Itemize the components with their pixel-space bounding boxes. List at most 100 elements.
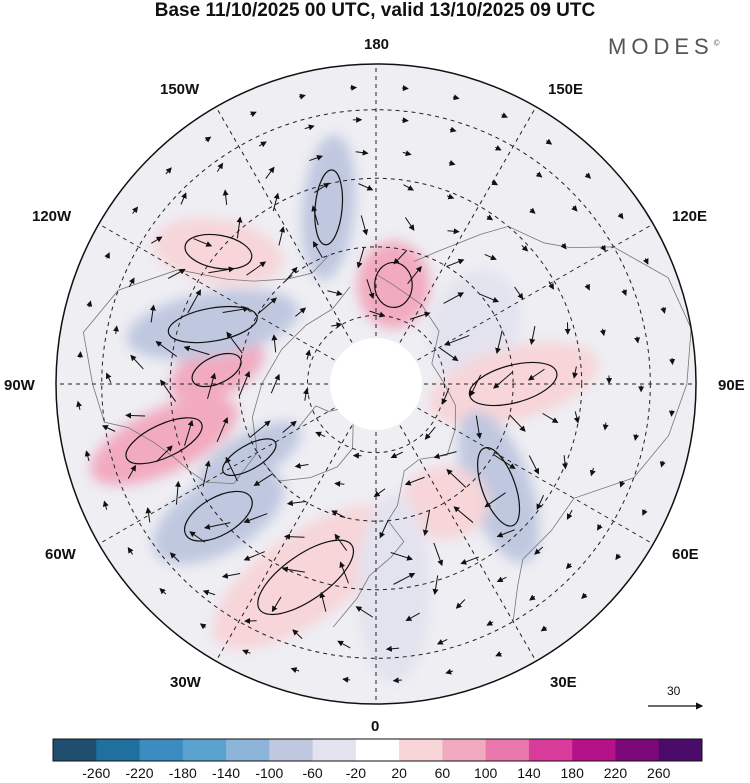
wind-vector bbox=[443, 292, 465, 304]
anomaly-blob bbox=[126, 289, 299, 360]
wind-vector bbox=[222, 189, 229, 206]
wind-vector bbox=[265, 166, 275, 179]
meridian-label-30e: 30E bbox=[550, 674, 577, 691]
wind-vector bbox=[253, 473, 273, 487]
colorbar-tick-label: -260 bbox=[82, 765, 111, 781]
wind-vector bbox=[534, 546, 544, 555]
wind-vector bbox=[199, 623, 207, 630]
anomaly-contour bbox=[257, 539, 355, 616]
wind-vector bbox=[643, 258, 649, 265]
wind-vector bbox=[393, 250, 408, 265]
wind-vector bbox=[448, 160, 456, 166]
wind-vector bbox=[432, 575, 439, 596]
colorbar-tick-label: -180 bbox=[168, 765, 197, 781]
colorbar-swatch bbox=[312, 739, 357, 761]
wind-vector bbox=[294, 462, 309, 469]
wind-vector bbox=[390, 552, 413, 561]
wind-vector bbox=[202, 460, 211, 487]
wind-vector bbox=[285, 266, 298, 281]
wind-vector bbox=[535, 171, 543, 178]
wind-vector bbox=[446, 258, 465, 267]
wind-vector bbox=[390, 451, 403, 459]
wind-vector bbox=[444, 334, 470, 346]
wind-vector bbox=[373, 488, 386, 498]
wind-vector bbox=[222, 306, 250, 314]
wind-vector bbox=[339, 561, 349, 584]
wind-vector bbox=[225, 456, 238, 482]
wind-vector bbox=[561, 455, 568, 470]
wind-vector bbox=[527, 368, 545, 381]
wind-vector bbox=[102, 500, 109, 510]
wind-vector bbox=[337, 640, 351, 649]
wind-vector bbox=[283, 533, 305, 540]
wind-vector bbox=[84, 450, 91, 462]
colorbar-tick-label: -140 bbox=[212, 765, 241, 781]
colorbar-swatch bbox=[182, 739, 227, 761]
wind-vector bbox=[246, 261, 267, 276]
wind-vector bbox=[589, 467, 596, 477]
wind-vector bbox=[484, 253, 497, 261]
wind-vector bbox=[315, 431, 326, 438]
wind-vector bbox=[127, 546, 134, 555]
wind-vector bbox=[447, 228, 460, 235]
wind-vector bbox=[155, 340, 178, 357]
meridian-label-60e: 60E bbox=[672, 546, 699, 563]
wind-vector bbox=[536, 495, 545, 511]
anomaly-contour bbox=[167, 305, 258, 344]
wind-vector bbox=[113, 325, 119, 335]
wind-vector bbox=[460, 556, 479, 565]
coastline bbox=[82, 254, 351, 485]
wind-vector bbox=[128, 277, 135, 288]
colorbar-swatch bbox=[269, 739, 314, 761]
wind-vector bbox=[619, 480, 626, 488]
wind-vector bbox=[495, 330, 503, 355]
wind-vector bbox=[529, 207, 536, 214]
wind-vector bbox=[238, 370, 251, 397]
wind-vector bbox=[202, 589, 216, 596]
wind-vector bbox=[271, 596, 282, 613]
anomaly-blob bbox=[457, 410, 540, 563]
wind-vector bbox=[560, 242, 567, 250]
wind-vector bbox=[167, 268, 186, 279]
wind-vector bbox=[298, 93, 306, 100]
wind-vector bbox=[529, 594, 536, 601]
colorbar-tick-label: -100 bbox=[255, 765, 284, 781]
wind-vector bbox=[101, 425, 116, 432]
wind-vector bbox=[449, 126, 457, 133]
map-border bbox=[55, 63, 697, 705]
wind-vector bbox=[642, 509, 648, 516]
wind-vector bbox=[545, 138, 553, 145]
wind-vector bbox=[151, 236, 163, 244]
wind-vector bbox=[334, 480, 345, 487]
meridian-label-120w: 120W bbox=[32, 208, 72, 225]
wind-vector bbox=[659, 460, 666, 468]
wind-vector bbox=[402, 150, 412, 157]
wind-vector bbox=[358, 183, 374, 191]
wind-vector bbox=[243, 513, 268, 524]
wind-vector bbox=[132, 206, 139, 214]
latitude-circle bbox=[306, 314, 446, 454]
colorbar-tick-label: 60 bbox=[434, 765, 451, 781]
colorbar-tick-label: -20 bbox=[345, 765, 366, 781]
wind-vector bbox=[249, 420, 271, 438]
colorbar-tick-label: 100 bbox=[473, 765, 498, 781]
wind-vector bbox=[379, 520, 389, 539]
reference-vector-label: 30 bbox=[667, 684, 681, 698]
wind-vector bbox=[565, 562, 573, 570]
wind-vector bbox=[493, 371, 513, 389]
wind-vector bbox=[452, 94, 460, 101]
wind-vector bbox=[216, 417, 229, 443]
colorbar-tick-label: 260 bbox=[647, 765, 671, 781]
wind-vector bbox=[528, 455, 539, 475]
wind-vector bbox=[174, 480, 181, 505]
wind-vector bbox=[495, 651, 502, 657]
meridian-line bbox=[98, 383, 377, 545]
wind-vector bbox=[548, 281, 554, 290]
colorbar-swatch bbox=[615, 739, 660, 761]
anomaly-contour bbox=[477, 447, 521, 527]
meridian-line bbox=[375, 106, 537, 385]
meridian-label-30w: 30W bbox=[170, 674, 201, 691]
wind-vector bbox=[584, 283, 590, 291]
wind-vector bbox=[312, 241, 323, 259]
wind-vector bbox=[203, 522, 231, 530]
